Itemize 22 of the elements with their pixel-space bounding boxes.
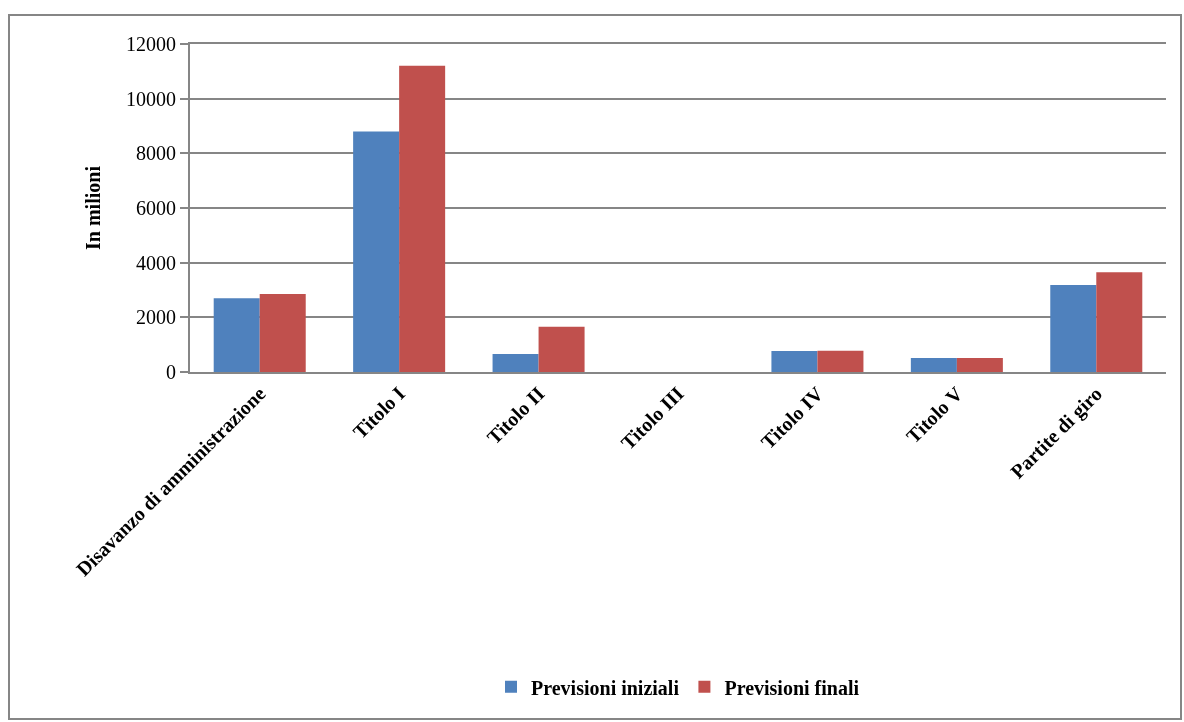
bar — [956, 358, 1003, 372]
y-tick-label: 2000 — [136, 306, 176, 329]
legend-label: Previsioni finali — [724, 676, 860, 699]
y-tick-label: 8000 — [136, 142, 176, 165]
bar — [1050, 285, 1097, 372]
bar — [353, 131, 400, 372]
y-axis-title: In milioni — [82, 165, 104, 250]
y-tick-label: 6000 — [136, 197, 176, 219]
bar — [538, 326, 585, 372]
y-tick-label: 4000 — [136, 251, 176, 274]
bar — [771, 350, 818, 372]
bar — [817, 350, 864, 372]
legend-label: Previsioni iniziali — [531, 676, 680, 699]
bar — [910, 358, 957, 372]
bar — [399, 65, 446, 372]
bar — [1096, 272, 1143, 372]
y-tick-label: 0 — [166, 361, 176, 383]
bar — [213, 298, 260, 372]
y-tick-label: 10000 — [126, 87, 176, 110]
bar — [259, 294, 306, 372]
y-tick-label: 12000 — [126, 33, 176, 55]
bar — [492, 353, 539, 372]
